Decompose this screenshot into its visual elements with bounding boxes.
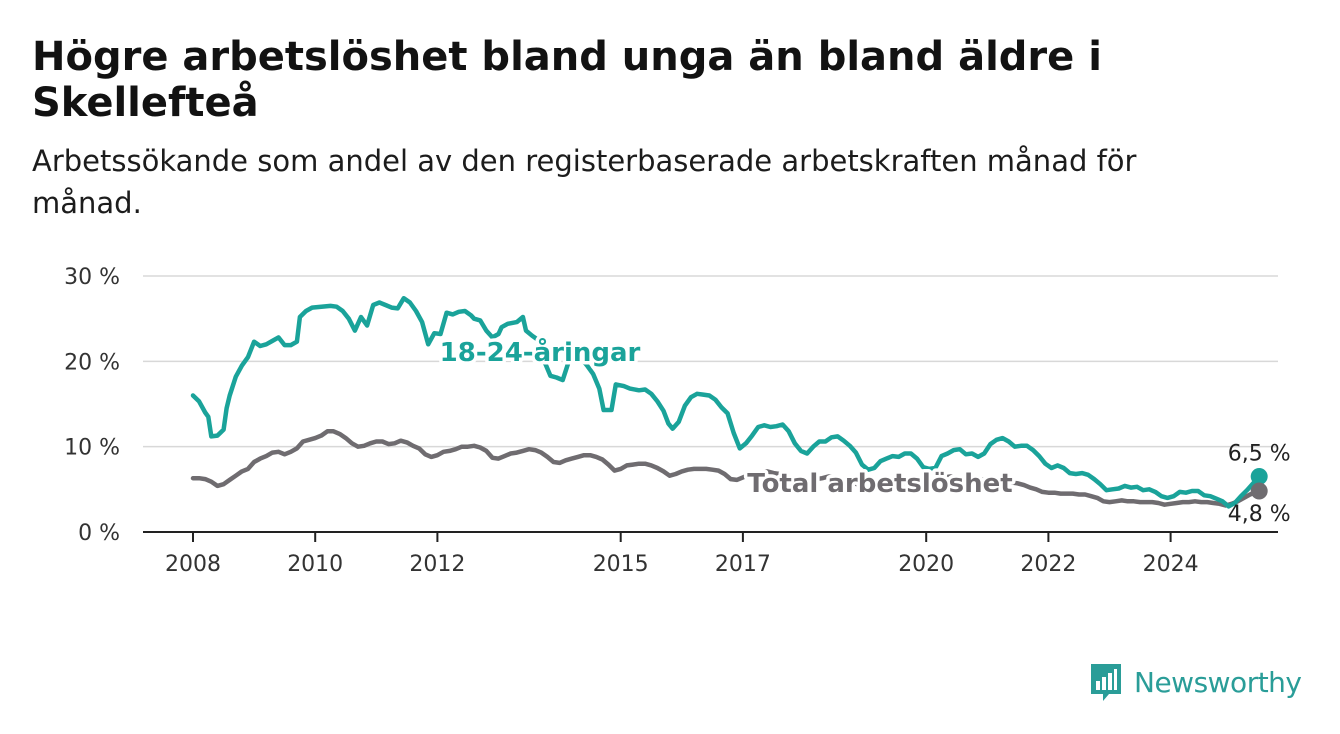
series-line-0 — [190, 295, 1262, 509]
y-axis-ticks: 0 % 10 % 20 % 30 % — [64, 265, 120, 546]
newsworthy-logo: Newsworthy — [1088, 660, 1302, 704]
x-tick-label: 2010 — [287, 552, 343, 577]
x-tick-label: 2022 — [1020, 552, 1076, 577]
x-tick-label: 2012 — [409, 552, 465, 577]
chart-title: Högre arbetslöshet bland unga än bland ä… — [32, 34, 1102, 126]
brand-name: Newsworthy — [1134, 665, 1302, 699]
y-tick-label: 10 % — [64, 436, 120, 461]
x-axis-ticks: 2008 2010 2012 2015 2017 2020 2022 2024 — [165, 532, 1199, 577]
series-label-0: 18-24-åringar — [440, 336, 641, 368]
y-tick-label: 30 % — [64, 265, 120, 290]
series-labels: 18-24-åringar Total arbetslöshet — [436, 333, 1016, 503]
end-value-label: 6,5 % — [1228, 442, 1291, 467]
x-tick-label: 2024 — [1143, 552, 1199, 577]
end-value-label: 4,8 % — [1228, 502, 1291, 527]
y-tick-label: 0 % — [78, 521, 120, 546]
end-point-marker — [1250, 482, 1268, 500]
end-point-marker — [1250, 468, 1268, 486]
y-tick-label: 20 % — [64, 350, 120, 375]
end-markers: 6,5 % 4,8 % — [1228, 442, 1291, 528]
chart-subtitle: Arbetssökande som andel av den registerb… — [32, 144, 1137, 220]
x-tick-label: 2020 — [898, 552, 954, 577]
x-tick-label: 2017 — [715, 552, 771, 577]
series-lines — [190, 295, 1262, 509]
newsworthy-chart-icon — [1091, 664, 1121, 701]
series-label-1: Total arbetslöshet — [747, 469, 1012, 499]
x-tick-label: 2015 — [593, 552, 649, 577]
x-tick-label: 2008 — [165, 552, 221, 577]
y-gridlines — [143, 275, 1278, 448]
series-line-1 — [190, 429, 1262, 508]
